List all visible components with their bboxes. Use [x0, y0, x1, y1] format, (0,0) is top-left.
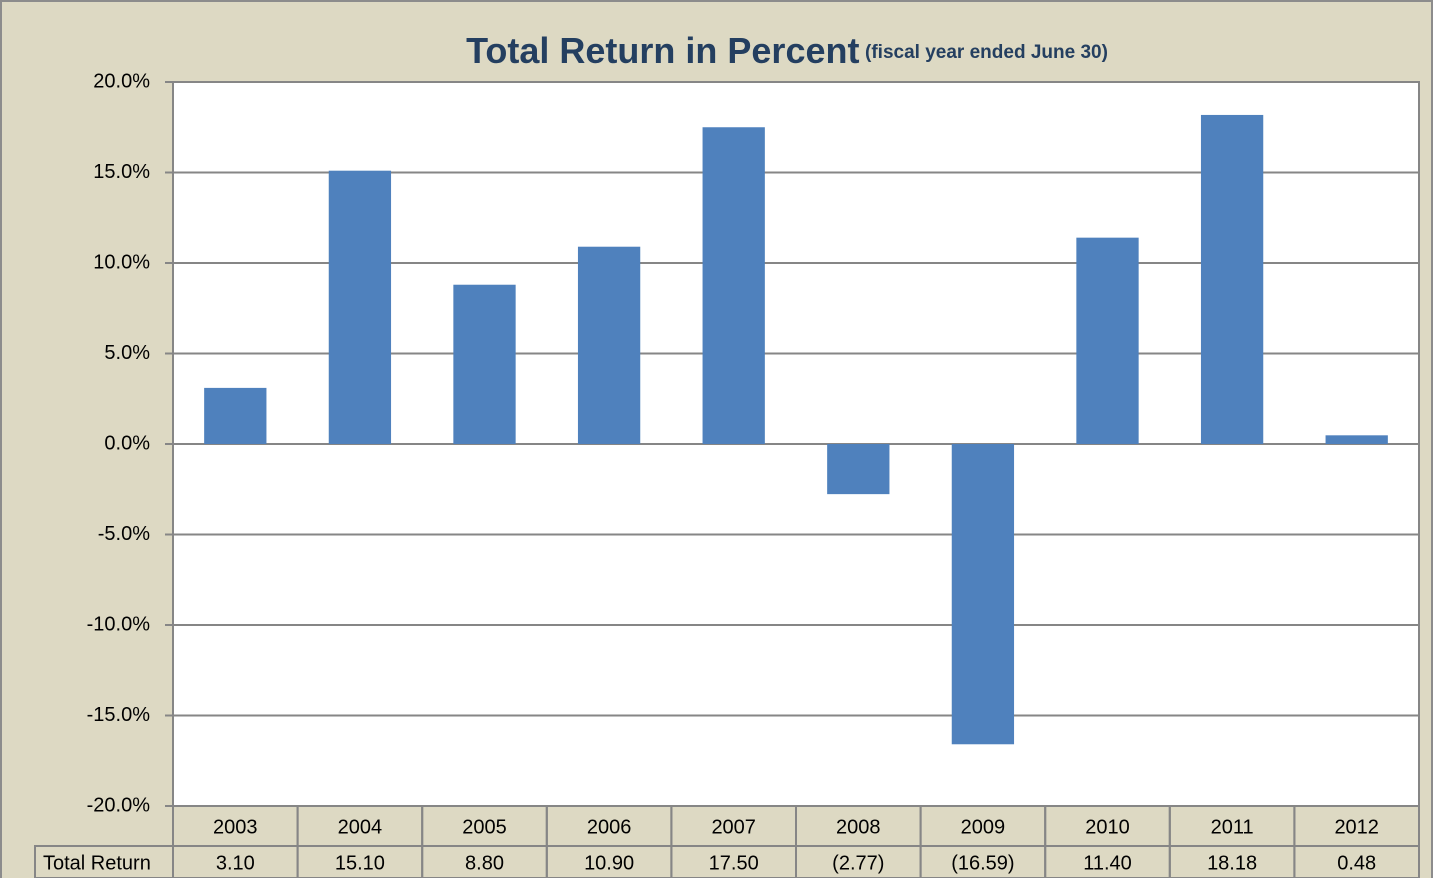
bar: [951, 444, 1015, 745]
x-tick-label: 2010: [1085, 816, 1130, 838]
bar: [702, 127, 765, 444]
data-label: 17.50: [709, 852, 759, 874]
x-tick-label: 2009: [961, 816, 1006, 838]
x-tick-label: 2011: [1211, 816, 1254, 838]
bar: [328, 170, 392, 444]
chart-subtitle: (fiscal year ended June 30): [865, 42, 1108, 63]
x-tick-label: 2003: [213, 816, 258, 838]
data-label: 0.48: [1337, 852, 1376, 874]
y-tick-label: 15.0%: [93, 161, 150, 183]
y-tick-label: -10.0%: [87, 613, 151, 635]
bar: [1325, 435, 1388, 444]
y-tick-label: -15.0%: [87, 704, 151, 726]
bar: [204, 387, 267, 444]
chart-title-group: Total Return in Percent (fiscal year end…: [466, 30, 1108, 71]
bar: [827, 444, 890, 495]
x-tick-label: 2007: [711, 816, 756, 838]
data-label: 15.10: [335, 852, 385, 874]
x-tick-label: 2005: [462, 816, 507, 838]
data-label: 8.80: [465, 852, 504, 874]
data-label: (16.59): [951, 852, 1014, 874]
y-tick-label: 10.0%: [93, 251, 150, 273]
bar: [1076, 237, 1139, 444]
y-tick-label: 5.0%: [104, 342, 150, 364]
y-tick-label: 20.0%: [93, 70, 150, 92]
legend-label: Total Return: [43, 852, 151, 874]
data-label: 18.18: [1207, 852, 1257, 874]
chart-title: Total Return in Percent: [466, 30, 859, 71]
data-label: (2.77): [832, 852, 884, 874]
y-tick-label: -5.0%: [98, 523, 150, 545]
x-tick-label: 2006: [587, 816, 632, 838]
y-tick-label: 0.0%: [104, 432, 150, 454]
data-label: 11.40: [1083, 852, 1132, 874]
x-tick-label: 2008: [836, 816, 881, 838]
data-label: 3.10: [216, 852, 255, 874]
bar: [577, 246, 641, 444]
bar: [1200, 114, 1264, 444]
y-tick-label: -20.0%: [87, 794, 151, 816]
data-label: 10.90: [584, 852, 634, 874]
x-tick-label: 2012: [1334, 816, 1379, 838]
bar: [453, 284, 516, 444]
table-cell: [1293, 805, 1421, 847]
x-tick-label: 2004: [338, 816, 383, 838]
